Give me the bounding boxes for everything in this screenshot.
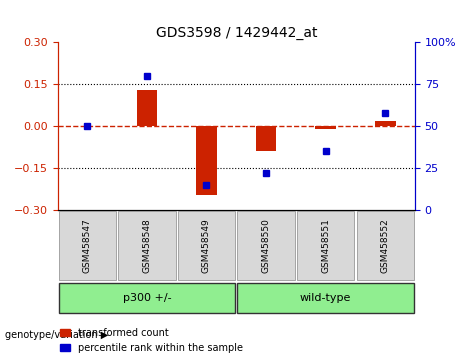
Legend: transformed count, percentile rank within the sample: transformed count, percentile rank withi…	[60, 328, 242, 353]
Text: GSM458547: GSM458547	[83, 218, 92, 273]
FancyBboxPatch shape	[59, 211, 116, 280]
Text: GSM458550: GSM458550	[261, 218, 271, 273]
FancyBboxPatch shape	[178, 211, 235, 280]
FancyBboxPatch shape	[59, 283, 235, 313]
Bar	[255, 126, 277, 151]
Text: GSM458552: GSM458552	[381, 218, 390, 273]
FancyBboxPatch shape	[297, 211, 354, 280]
Text: GSM458551: GSM458551	[321, 218, 330, 273]
Text: genotype/variation ▶: genotype/variation ▶	[5, 330, 108, 339]
Bar	[375, 121, 396, 126]
Bar	[315, 126, 336, 129]
Text: wild-type: wild-type	[300, 293, 351, 303]
FancyBboxPatch shape	[118, 211, 176, 280]
Bar	[136, 90, 157, 126]
Bar	[196, 126, 217, 194]
FancyBboxPatch shape	[237, 283, 414, 313]
FancyBboxPatch shape	[356, 211, 414, 280]
FancyBboxPatch shape	[237, 211, 295, 280]
Text: p300 +/-: p300 +/-	[123, 293, 171, 303]
Text: GSM458549: GSM458549	[202, 218, 211, 273]
Title: GDS3598 / 1429442_at: GDS3598 / 1429442_at	[155, 26, 317, 40]
Text: GSM458548: GSM458548	[142, 218, 152, 273]
